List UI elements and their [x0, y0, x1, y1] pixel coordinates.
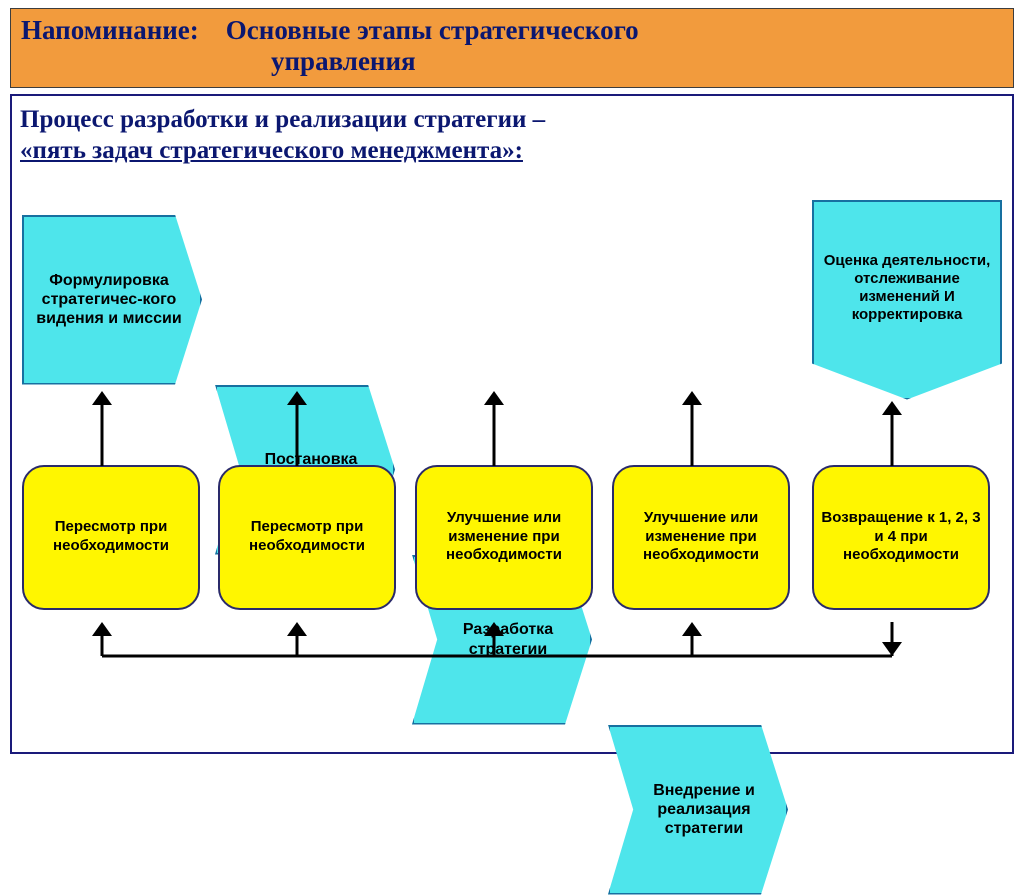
stage-4-label: Внедрение и реализация стратегии [640, 781, 768, 839]
feedback-4: Улучшение или изменение при необходимост… [612, 465, 790, 610]
feedback-3: Улучшение или изменение при необходимост… [415, 465, 593, 610]
stage-1: Формулировка стратегичес-кого видения и … [22, 215, 202, 385]
feedback-1: Пересмотр при необходимости [22, 465, 200, 610]
title-prefix: Напоминание: [21, 15, 199, 45]
title-line-2: управления [271, 46, 1003, 77]
stage-5-label: Оценка деятельности, отслеживание измене… [820, 252, 994, 324]
subtitle: Процесс разработки и реализации стратеги… [20, 104, 1004, 167]
feedback-3-label: Улучшение или изменение при необходимост… [423, 509, 585, 565]
feedback-5: Возвращение к 1, 2, 3 и 4 при необходимо… [812, 465, 990, 610]
title-main-1: Основные этапы стратегического [226, 15, 639, 45]
feedback-5-label: Возвращение к 1, 2, 3 и 4 при необходимо… [820, 509, 982, 565]
subtitle-line1: Процесс разработки и реализации стратеги… [20, 106, 545, 133]
feedback-1-label: Пересмотр при необходимости [30, 518, 192, 556]
feedback-row: Пересмотр при необходимости Пересмотр пр… [20, 455, 1004, 635]
main-diagram-box: Процесс разработки и реализации стратеги… [10, 94, 1014, 754]
feedback-4-label: Улучшение или изменение при необходимост… [620, 509, 782, 565]
stage-row: Формулировка стратегичес-кого видения и … [20, 195, 1004, 405]
title-bar: Напоминание: Основные этапы стратегическ… [10, 8, 1014, 88]
title-line-1: Напоминание: Основные этапы стратегическ… [21, 15, 1003, 46]
stage-1-label: Формулировка стратегичес-кого видения и … [36, 271, 182, 329]
stage-5: Оценка деятельности, отслеживание измене… [812, 200, 1002, 400]
feedback-2: Пересмотр при необходимости [218, 465, 396, 610]
subtitle-line2: «пять задач стратегического менеджмента»… [20, 137, 523, 164]
feedback-2-label: Пересмотр при необходимости [226, 518, 388, 556]
stage-4: Внедрение и реализация стратегии [608, 725, 788, 895]
